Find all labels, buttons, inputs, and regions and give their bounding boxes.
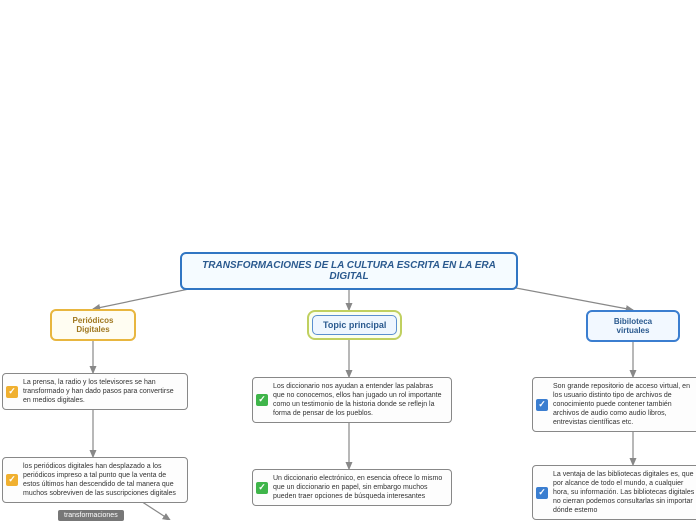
root-node[interactable]: TRANSFORMACIONES DE LA CULTURA ESCRITA E… [180, 252, 518, 290]
tag-transformaciones[interactable]: transformaciones [58, 510, 124, 521]
leaf-periodicos-1-text: los periódicos digitales han desplazado … [23, 463, 176, 497]
leaf-topic-0-text: Los diccionario nos ayudan a entender la… [273, 383, 442, 417]
branch-label: Periódicos Digitales [62, 316, 124, 334]
tag-label: transformaciones [64, 512, 118, 519]
check-icon: ✓ [256, 482, 268, 494]
leaf-biblioteca-0[interactable]: ✓ Son grande repositorio de acceso virtua… [532, 377, 696, 432]
check-icon: ✓ [536, 487, 548, 499]
root-label: TRANSFORMACIONES DE LA CULTURA ESCRITA E… [196, 260, 502, 282]
leaf-biblioteca-0-text: Son grande repositorio de acceso virtual… [553, 383, 690, 426]
branch-biblioteca[interactable]: Bibiloteca virtuales [586, 310, 680, 342]
leaf-periodicos-0[interactable]: ✓ La prensa, la radio y los televisores s… [2, 373, 188, 410]
leaf-topic-0[interactable]: ✓ Los diccionario nos ayudan a entender l… [252, 377, 452, 423]
branch-label: Bibiloteca virtuales [598, 317, 668, 335]
leaf-periodicos-1[interactable]: ✓ los periódicos digitales han desplazado… [2, 457, 188, 503]
topic-label: Topic principal [323, 320, 386, 330]
leaf-biblioteca-1[interactable]: ✓ La ventaja de las bibliotecas digitales… [532, 465, 696, 520]
branch-periodicos[interactable]: Periódicos Digitales [50, 309, 136, 341]
leaf-topic-1[interactable]: ✓ Un diccionario electrónico, en esencia … [252, 469, 452, 506]
check-icon: ✓ [536, 399, 548, 411]
check-icon: ✓ [6, 474, 18, 486]
leaf-periodicos-0-text: La prensa, la radio y los televisores se… [23, 379, 174, 404]
check-icon: ✓ [6, 386, 18, 398]
leaf-topic-1-text: Un diccionario electrónico, en esencia o… [273, 475, 442, 500]
leaf-biblioteca-1-text: La ventaja de las bibliotecas digitales … [553, 471, 694, 514]
check-icon: ✓ [256, 394, 268, 406]
topic-principal-node[interactable]: Topic principal [307, 310, 402, 340]
